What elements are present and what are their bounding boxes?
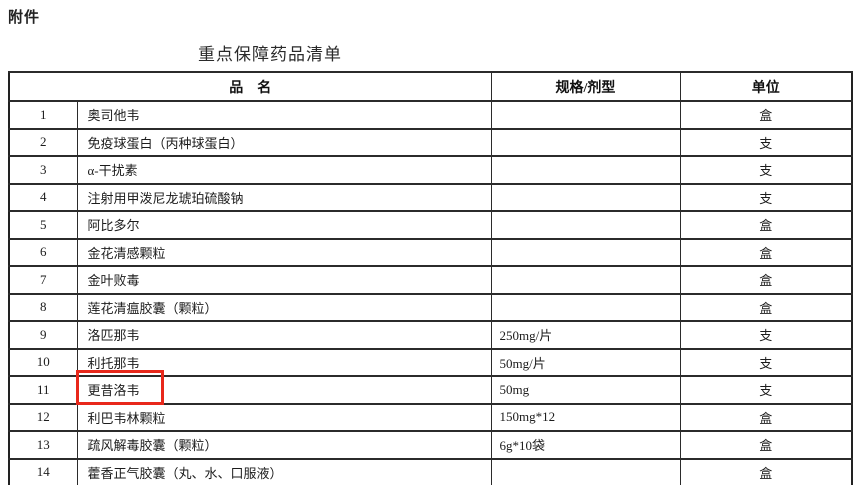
row-number: 9 [8, 320, 78, 350]
drug-spec [490, 237, 681, 267]
column-header-spec: 规格/剂型 [490, 71, 681, 102]
drug-spec: 50mg/片 [490, 347, 681, 377]
attachment-label: 附件 [8, 9, 41, 26]
drug-spec [490, 292, 681, 322]
table-row: 8 莲花清瘟胶囊（颗粒） 盒 [8, 292, 853, 322]
drug-name: 奥司他韦 [76, 100, 492, 130]
row-number: 5 [8, 210, 78, 240]
drug-name: 免疫球蛋白（丙种球蛋白） [76, 127, 492, 157]
drug-spec [490, 100, 681, 130]
table-row: 10 利托那韦 50mg/片 支 [8, 347, 853, 377]
table-row: 3 α-干扰素 支 [8, 155, 853, 185]
drug-unit: 盒 [679, 292, 853, 322]
drug-list-table: 品 名 规格/剂型 单位 1 奥司他韦 盒 2 免疫球蛋白（丙种球蛋白） 支 3… [8, 71, 853, 485]
drug-unit: 盒 [679, 430, 853, 460]
drug-spec [490, 182, 681, 212]
drug-unit: 盒 [679, 402, 853, 432]
drug-name: 注射用甲泼尼龙琥珀硫酸钠 [76, 182, 492, 212]
drug-name: 洛匹那韦 [76, 320, 492, 350]
drug-spec: 50mg [490, 375, 681, 405]
drug-name: 利巴韦林颗粒 [76, 402, 492, 432]
table-header-row: 品 名 规格/剂型 单位 [8, 71, 853, 102]
table-row: 12 利巴韦林颗粒 150mg*12 盒 [8, 402, 853, 432]
drug-spec [490, 127, 681, 157]
drug-spec [490, 265, 681, 295]
drug-unit: 支 [679, 182, 853, 212]
drug-unit: 盒 [679, 100, 853, 130]
drug-name: 疏风解毒胶囊（颗粒） [76, 430, 492, 460]
row-number: 8 [8, 292, 78, 322]
drug-name: 阿比多尔 [76, 210, 492, 240]
drug-name: 藿香正气胶囊（丸、水、口服液） [76, 457, 492, 485]
drug-spec [490, 210, 681, 240]
drug-name: 莲花清瘟胶囊（颗粒） [76, 292, 492, 322]
drug-unit: 盒 [679, 210, 853, 240]
drug-spec: 150mg*12 [490, 402, 681, 432]
drug-unit: 盒 [679, 237, 853, 267]
drug-name: 金叶败毒 [76, 265, 492, 295]
drug-unit: 支 [679, 155, 853, 185]
drug-spec [490, 155, 681, 185]
table-row: 4 注射用甲泼尼龙琥珀硫酸钠 支 [8, 182, 853, 212]
row-number: 10 [8, 347, 78, 377]
drug-unit: 盒 [679, 265, 853, 295]
table-row: 6 金花清感颗粒 盒 [8, 237, 853, 267]
drug-unit: 支 [679, 127, 853, 157]
row-number: 6 [8, 237, 78, 267]
row-number: 1 [8, 100, 78, 130]
table-row: 11 更昔洛韦 50mg 支 [8, 375, 853, 405]
drug-unit: 支 [679, 375, 853, 405]
table-row: 7 金叶败毒 盒 [8, 265, 853, 295]
drug-spec: 250mg/片 [490, 320, 681, 350]
column-header-unit: 单位 [679, 71, 853, 102]
drug-spec: 6g*10袋 [490, 430, 681, 460]
row-number: 3 [8, 155, 78, 185]
table-row: 5 阿比多尔 盒 [8, 210, 853, 240]
row-number: 11 [8, 375, 78, 405]
drug-name: 金花清感颗粒 [76, 237, 492, 267]
drug-unit: 支 [679, 347, 853, 377]
row-number: 2 [8, 127, 78, 157]
page-title: 重点保障药品清单 [198, 45, 342, 64]
table-row: 9 洛匹那韦 250mg/片 支 [8, 320, 853, 350]
drug-name: 更昔洛韦 [76, 375, 492, 405]
row-number: 7 [8, 265, 78, 295]
drug-name: 利托那韦 [76, 347, 492, 377]
table-row: 14 藿香正气胶囊（丸、水、口服液） 盒 [8, 457, 853, 485]
drug-unit: 支 [679, 320, 853, 350]
row-number: 13 [8, 430, 78, 460]
table-row: 1 奥司他韦 盒 [8, 100, 853, 130]
table-row: 13 疏风解毒胶囊（颗粒） 6g*10袋 盒 [8, 430, 853, 460]
row-number: 12 [8, 402, 78, 432]
drug-unit: 盒 [679, 457, 853, 485]
drug-spec [490, 457, 681, 485]
column-header-name: 品 名 [8, 71, 492, 102]
table-row: 2 免疫球蛋白（丙种球蛋白） 支 [8, 127, 853, 157]
row-number: 4 [8, 182, 78, 212]
row-number: 14 [8, 457, 78, 485]
drug-name: α-干扰素 [76, 155, 492, 185]
